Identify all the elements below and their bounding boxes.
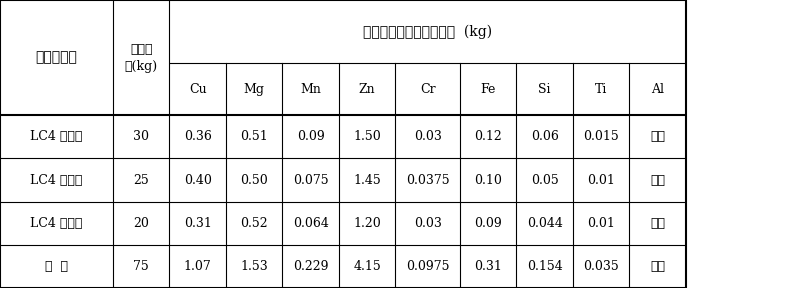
Text: 0.52: 0.52 [240, 217, 268, 230]
Text: 余量: 余量 [650, 130, 665, 143]
Text: 0.06: 0.06 [531, 130, 558, 143]
Text: 20: 20 [133, 217, 149, 230]
Text: 1.53: 1.53 [240, 260, 268, 273]
Text: 1.50: 1.50 [353, 130, 381, 143]
Text: Zn: Zn [359, 83, 375, 96]
Text: 0.229: 0.229 [293, 260, 328, 273]
Text: 0.03: 0.03 [414, 130, 441, 143]
Text: 0.36: 0.36 [184, 130, 211, 143]
Text: Cr: Cr [420, 83, 436, 96]
Text: 0.40: 0.40 [184, 173, 211, 187]
Text: 合  计: 合 计 [45, 260, 68, 273]
Text: 0.05: 0.05 [531, 173, 558, 187]
Text: 0.50: 0.50 [240, 173, 268, 187]
Text: 余量: 余量 [650, 217, 665, 230]
Text: 30: 30 [133, 130, 149, 143]
Text: 25: 25 [133, 173, 149, 187]
Text: 1.45: 1.45 [353, 173, 381, 187]
Text: 0.0375: 0.0375 [406, 173, 449, 187]
Text: Fe: Fe [480, 83, 496, 96]
Text: 0.035: 0.035 [583, 260, 619, 273]
Text: Al: Al [651, 83, 664, 96]
Text: 回炉料名称: 回炉料名称 [36, 51, 77, 65]
Text: 0.51: 0.51 [240, 130, 268, 143]
Text: 0.075: 0.075 [293, 173, 328, 187]
Text: Si: Si [538, 83, 551, 96]
Text: 余量: 余量 [650, 260, 665, 273]
Text: 0.03: 0.03 [414, 217, 441, 230]
Text: Mn: Mn [300, 83, 321, 96]
Text: 0.01: 0.01 [587, 217, 615, 230]
Text: 余量: 余量 [650, 173, 665, 187]
Text: 0.0975: 0.0975 [406, 260, 449, 273]
Text: Mg: Mg [244, 83, 265, 96]
Text: 0.154: 0.154 [527, 260, 562, 273]
Text: 0.09: 0.09 [475, 217, 502, 230]
Text: Cu: Cu [189, 83, 207, 96]
Text: 0.064: 0.064 [293, 217, 328, 230]
Text: LC4 复合料: LC4 复合料 [31, 130, 82, 143]
Text: 各回炉料带入元素的质量  (kg): 各回炉料带入元素的质量 (kg) [363, 24, 492, 39]
Text: 0.31: 0.31 [184, 217, 211, 230]
Text: 75: 75 [133, 260, 149, 273]
Text: 0.09: 0.09 [297, 130, 324, 143]
Text: 0.12: 0.12 [475, 130, 502, 143]
Text: 0.015: 0.015 [583, 130, 619, 143]
Text: 炉料质
量(kg): 炉料质 量(kg) [124, 43, 158, 73]
Text: 4.15: 4.15 [353, 260, 381, 273]
Text: 0.10: 0.10 [475, 173, 502, 187]
Text: LC4 一级圆: LC4 一级圆 [31, 173, 82, 187]
Text: 0.044: 0.044 [527, 217, 562, 230]
Text: 0.01: 0.01 [587, 173, 615, 187]
Text: LC4 一级板: LC4 一级板 [31, 217, 82, 230]
Text: 1.20: 1.20 [353, 217, 381, 230]
Text: Ti: Ti [595, 83, 608, 96]
Text: 1.07: 1.07 [184, 260, 211, 273]
Text: 0.31: 0.31 [475, 260, 502, 273]
